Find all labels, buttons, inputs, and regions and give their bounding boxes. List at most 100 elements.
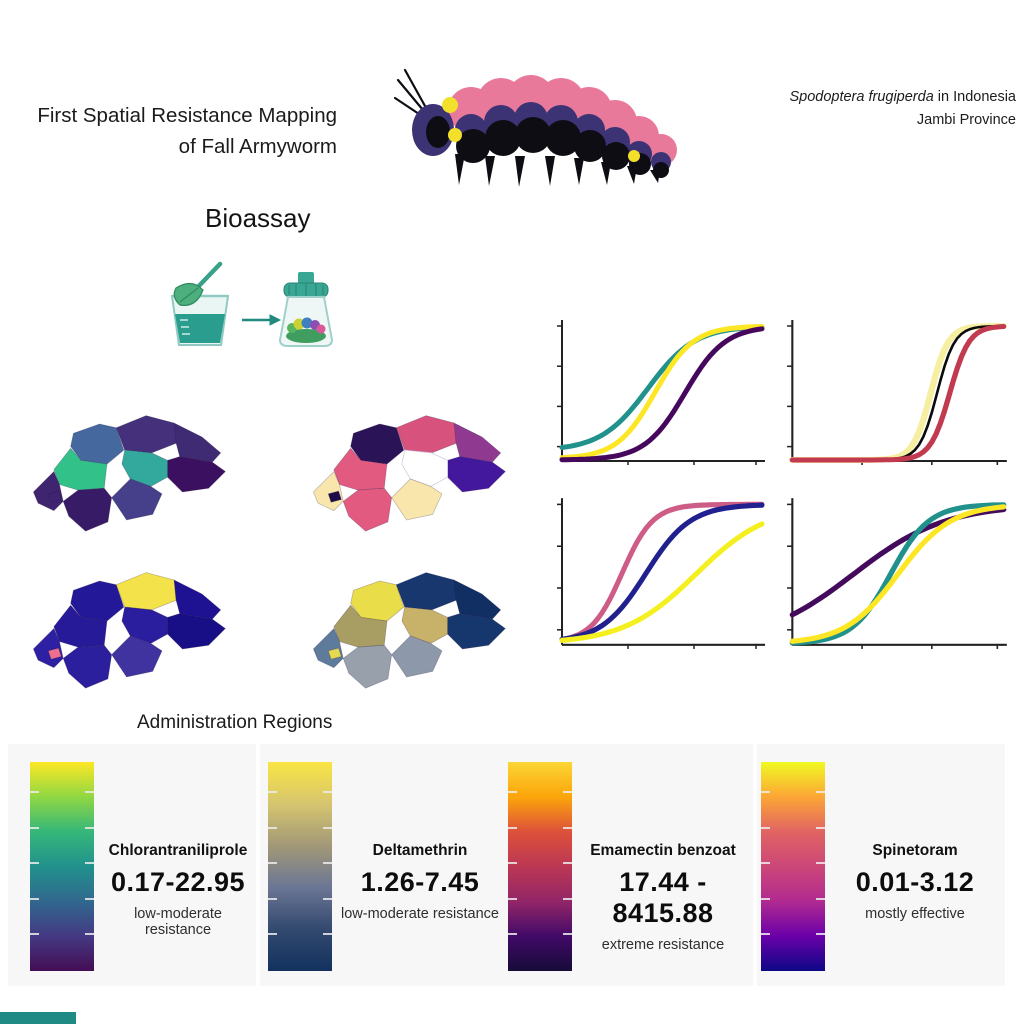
map-region-9 bbox=[47, 490, 62, 503]
map-region-7 bbox=[342, 487, 393, 532]
map-region-3 bbox=[167, 613, 226, 650]
colorbar-viridis bbox=[30, 762, 94, 971]
map-region-1 bbox=[115, 415, 179, 454]
map-region-1 bbox=[395, 415, 459, 454]
map-region-3 bbox=[447, 613, 506, 650]
sigmoid-yellow bbox=[789, 504, 1007, 644]
map-region-3 bbox=[447, 456, 506, 493]
colorbar-tick bbox=[85, 897, 94, 900]
legend-range-value: 17.44 - 8415.88 bbox=[612, 867, 714, 928]
colorbar-tick bbox=[323, 897, 332, 900]
colorbar-tick bbox=[268, 791, 277, 794]
map-region-9 bbox=[327, 647, 342, 660]
map-region-2 bbox=[453, 422, 502, 463]
map-region-5 bbox=[333, 447, 388, 491]
subtitle-location: Spodoptera frugiperda in Indonesia Jambi… bbox=[686, 86, 1016, 132]
species-line: Spodoptera frugiperda in Indonesia bbox=[686, 86, 1016, 109]
map-region-4 bbox=[401, 606, 448, 644]
title-line-1: First Spatial Resistance Mapping bbox=[37, 104, 337, 127]
colorbar-tick bbox=[323, 862, 332, 865]
colorbar-tick bbox=[30, 933, 39, 936]
colorbar-tick bbox=[85, 791, 94, 794]
colorbar-tick bbox=[323, 933, 332, 936]
colorbar-tick bbox=[30, 826, 39, 829]
dose-response-panel-2 bbox=[787, 320, 1007, 465]
map-region-0 bbox=[350, 580, 405, 622]
map-region-2 bbox=[173, 422, 222, 463]
map-region-1 bbox=[115, 572, 179, 611]
colorbar-tick bbox=[85, 826, 94, 829]
sigmoid-black bbox=[791, 324, 1005, 462]
map-region-5 bbox=[333, 604, 388, 648]
colorbar-tick bbox=[816, 897, 825, 900]
dose-response-panel-1 bbox=[557, 320, 765, 465]
sigmoid-yellow bbox=[559, 521, 765, 643]
caterpillar-yellow-spots bbox=[442, 97, 640, 162]
legend-chemical-name: Spinetoram bbox=[872, 842, 958, 859]
leaf-dip-icon bbox=[173, 261, 223, 307]
colorbar-tick bbox=[323, 791, 332, 794]
colorbar-plasma bbox=[761, 762, 825, 971]
caterpillar-icon bbox=[393, 68, 677, 187]
colorbar-tick bbox=[30, 897, 39, 900]
colorbar-tick bbox=[85, 933, 94, 936]
map-region-8 bbox=[391, 478, 443, 521]
map-region-5 bbox=[53, 447, 108, 491]
sigmoid-navy bbox=[559, 502, 765, 642]
legend-note: extreme resistance bbox=[601, 937, 725, 953]
colorbar-tick bbox=[816, 862, 825, 865]
beaker-icon bbox=[170, 294, 230, 346]
caterpillar-body bbox=[448, 75, 677, 178]
jar-caterpillar bbox=[287, 317, 326, 334]
species-name: Spodoptera frugiperda bbox=[789, 89, 934, 105]
province-line: Jambi Province bbox=[916, 112, 1016, 128]
map-region-4 bbox=[121, 449, 168, 487]
legend-note: low-moderate resistance bbox=[134, 906, 222, 938]
legend-chemical-name: Chlorantraniliprole bbox=[108, 842, 248, 859]
colorbar-tick bbox=[761, 826, 770, 829]
sigmoid-pink bbox=[559, 501, 765, 643]
colorbar-tick bbox=[508, 791, 517, 794]
colorbar-tick bbox=[508, 826, 517, 829]
page-title: First Spatial Resistance Mapping of Fall… bbox=[22, 100, 337, 162]
dose-response-panel-3 bbox=[557, 498, 765, 649]
legend-chemical-name: Emamectin benzoat bbox=[590, 842, 736, 859]
colorbar-inferno bbox=[508, 762, 572, 971]
bioassay-heading: Bioassay bbox=[205, 203, 311, 233]
map-region-0 bbox=[70, 423, 125, 465]
colorbar-tick bbox=[761, 791, 770, 794]
colorbar-tick bbox=[323, 826, 332, 829]
map-region-4 bbox=[401, 449, 448, 487]
legend-note: low-moderate resistance bbox=[341, 906, 499, 922]
colorbar-tick bbox=[85, 862, 94, 865]
dose-response-panel-4 bbox=[787, 498, 1007, 649]
title-line-2: of Fall Armyworm bbox=[178, 135, 337, 158]
colorbar-tick bbox=[761, 897, 770, 900]
district-map-1 bbox=[32, 415, 226, 532]
legend-card-chlorantraniliprole: Chlorantraniliprole 0.17-22.95 low-moder… bbox=[8, 744, 256, 986]
legend-chemical-name: Deltamethrin bbox=[372, 842, 468, 859]
map-region-4 bbox=[121, 606, 168, 644]
map-region-3 bbox=[167, 456, 226, 493]
legend-card-spinetoram: Spinetoram 0.01-3.12 mostly effective bbox=[757, 744, 1005, 986]
bioassay-illustration bbox=[170, 261, 334, 347]
sigmoid-dark-purple bbox=[559, 326, 765, 463]
colorbar-tick bbox=[816, 826, 825, 829]
map-region-2 bbox=[453, 579, 502, 620]
colorbar-tick bbox=[563, 933, 572, 936]
district-map-4 bbox=[312, 572, 506, 689]
map-region-5 bbox=[53, 604, 108, 648]
colorbar-tick bbox=[30, 862, 39, 865]
arrow-right-icon bbox=[242, 314, 282, 326]
colorbar-tick bbox=[563, 791, 572, 794]
footer-accent-bar bbox=[0, 1012, 76, 1024]
legend-note: mostly effective bbox=[865, 906, 965, 922]
colorbar-tick bbox=[816, 791, 825, 794]
sigmoid-pale-yellow bbox=[789, 323, 1007, 463]
colorbar-tick bbox=[268, 933, 277, 936]
map-region-8 bbox=[111, 478, 163, 521]
colorbar-tick bbox=[563, 897, 572, 900]
map-region-7 bbox=[342, 644, 393, 689]
colorbar-tick bbox=[30, 791, 39, 794]
